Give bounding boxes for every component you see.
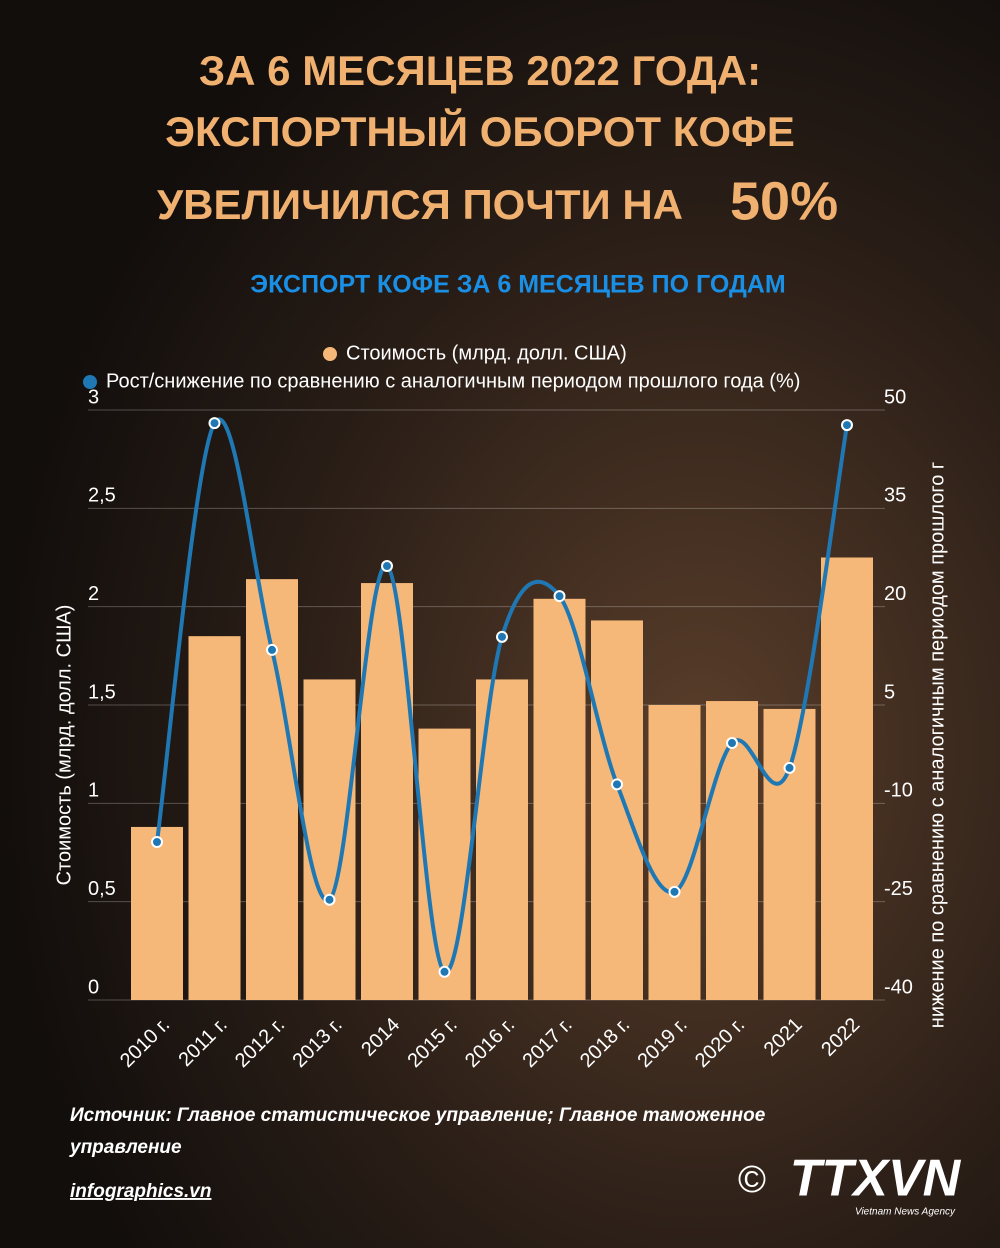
bar — [763, 708, 816, 1000]
line-point — [611, 778, 623, 791]
title-highlight: 50% — [730, 171, 838, 231]
legend-label: Рост/снижение по сравнению с аналогичным… — [106, 370, 800, 392]
legend-label: Стоимость (млрд. долл. США) — [346, 342, 627, 364]
y-tick-label: 2 — [88, 583, 99, 605]
y2-tick-label: -25 — [884, 878, 913, 900]
logo: TTXVN — [790, 1150, 962, 1208]
logo-subtitle: Vietnam News Agency — [855, 1207, 956, 1218]
line-point — [553, 590, 566, 603]
bar — [648, 705, 701, 1000]
title-line: УВЕЛИЧИЛСЯ ПОЧТИ НА — [157, 181, 683, 228]
bar — [533, 598, 586, 1000]
y-axis-title: Стоимость (млрд. долл. США) — [53, 605, 75, 886]
y-tick-label: 2,5 — [88, 485, 116, 507]
y-tick-label: 0 — [88, 976, 99, 998]
source-text: Источник: Главное статистическое управле… — [70, 1105, 766, 1126]
line-point — [438, 965, 451, 978]
line-point — [208, 417, 221, 430]
bar — [821, 557, 873, 1000]
legend-marker — [323, 347, 337, 361]
y-tick-label: 3 — [88, 386, 99, 408]
y2-tick-label: 35 — [884, 485, 906, 507]
line-point — [266, 643, 278, 656]
source: Источник: Главное статистическое управле… — [69, 1105, 766, 1158]
bar — [303, 679, 356, 1000]
line-point — [151, 836, 163, 849]
line-point — [783, 761, 796, 774]
legend-marker — [83, 375, 97, 389]
y2-tick-label: 5 — [884, 681, 895, 703]
y2-axis-title: нижение по сравнению с аналогичным перио… — [926, 462, 948, 1028]
line-point — [496, 630, 508, 643]
website: infographics.vn — [70, 1181, 211, 1202]
y2-tick-label: 50 — [884, 386, 906, 408]
title-line: ЭКСПОРТНЫЙ ОБОРОТ КОФЕ — [165, 107, 795, 155]
line-point — [323, 893, 336, 906]
y-tick-label: 1 — [88, 780, 99, 802]
line-point — [381, 560, 393, 573]
bar — [476, 679, 528, 1000]
line-point — [668, 885, 681, 898]
copyright: © — [738, 1159, 766, 1201]
title-line: ЗА 6 МЕСЯЦЕВ 2022 ГОДА: — [199, 47, 761, 94]
subtitle: ЭКСПОРТ КОФЕ ЗА 6 МЕСЯЦЕВ ПО ГОДАМ — [250, 271, 785, 299]
y-tick-label: 1,5 — [88, 681, 116, 703]
bar — [188, 636, 241, 1000]
y2-tick-label: -40 — [884, 976, 913, 998]
y-tick-label: 0,5 — [88, 878, 116, 900]
y2-tick-label: -10 — [884, 780, 913, 802]
source-text-cont: управление — [69, 1137, 182, 1158]
bar — [591, 620, 643, 1000]
bar — [131, 826, 183, 1000]
y2-tick-label: 20 — [884, 583, 906, 605]
line-point — [726, 737, 738, 750]
line-point — [841, 419, 853, 432]
